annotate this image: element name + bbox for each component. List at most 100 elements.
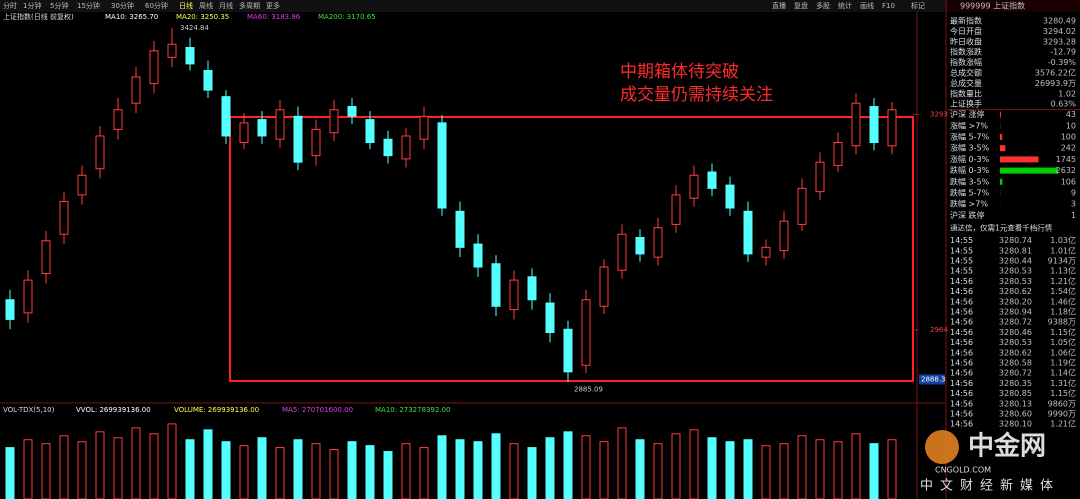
stat-value: 0.63% [1051,100,1077,109]
slogan: 中文财经新媒体 [920,478,1060,494]
legend-item: MA20: 3250.35 [176,13,229,21]
tool-button[interactable]: 直播 [772,1,786,10]
stat-label: 总成交额 [950,68,982,78]
site: CNGOLD.COM [935,466,991,475]
breadth-value: 2632 [1056,166,1076,175]
trade-volume: 9134万 [1048,257,1076,266]
period-tab[interactable]: 周线 [199,1,213,10]
candle-body [149,50,159,85]
period-tab[interactable]: 分时 [3,1,17,10]
period-tab[interactable]: 更多 [266,1,280,10]
brand: 中金网 [968,431,1046,462]
volume-bar [23,439,33,499]
stat-value: 3294.02 [1043,27,1076,36]
breadth-bar [1000,156,1039,163]
volume-bar [887,439,897,499]
trade-time: 14:56 [950,369,973,378]
volume-bar [527,447,537,499]
volume-bar [491,433,501,499]
trade-volume: 1.06亿 [1050,347,1076,357]
candle-body [473,243,483,268]
stat-value: 3293.28 [1043,37,1076,46]
panel-header [947,0,1080,12]
volume-bar [833,441,843,499]
breadth-label: 涨幅 0-3% [950,154,990,164]
volume-bar [455,439,465,499]
trade-price: 3280.44 [999,257,1032,266]
volume-legend: MA10: 273278392.00 [375,406,451,414]
candle-body [887,109,897,147]
breadth-bar [1000,145,1006,152]
trade-volume: 9990万 [1048,410,1076,419]
trade-volume: 1.21亿 [1050,419,1076,429]
period-tab[interactable]: 日线 [179,1,193,10]
stat-value: -0.39% [1048,58,1077,67]
candle-body [743,210,753,255]
candle-body [797,187,807,225]
volume-legend: VVOL: 269939136.00 [76,406,151,414]
tool-button[interactable]: 标记 [911,1,925,10]
breadth-value: 10 [1066,121,1076,130]
trade-volume: 1.19亿 [1050,358,1076,368]
volume-bar [797,435,807,499]
volume-bar [347,441,357,499]
period-tab[interactable]: 月线 [219,1,233,10]
tool-button[interactable]: 复盘 [794,1,808,10]
panel-title: 999999 上证指数 [960,1,1025,11]
trade-volume: 1.21亿 [1050,276,1076,286]
box-annotation [229,116,914,382]
candle-body [95,135,105,170]
volume-bar [383,451,393,499]
volume-bar [59,435,69,499]
candle-body [311,128,321,157]
breadth-value: 242 [1061,144,1076,153]
trade-volume: 1.15亿 [1050,327,1076,337]
tool-button[interactable]: 多股 [816,1,830,10]
trade-time: 14:56 [950,410,973,419]
trade-time: 14:56 [950,318,973,327]
period-tab[interactable]: 5分钟 [50,1,68,10]
volume-bar [149,433,159,499]
trade-price: 3280.81 [999,246,1032,255]
trade-volume: 9860万 [1048,399,1076,408]
trade-volume: 1.13亿 [1050,266,1076,276]
period-tab[interactable]: 1分钟 [23,1,41,10]
candle-body [491,263,501,307]
tool-button[interactable]: 画线 [860,1,874,10]
candle-body [527,276,537,301]
period-tab[interactable]: 15分钟 [77,1,100,10]
trade-price: 3280.62 [999,348,1032,357]
trade-time: 14:55 [950,257,973,266]
volume-bar [581,435,591,499]
trade-volume: 1.05亿 [1050,337,1076,347]
volume-legend: VOLUME: 269939136.00 [174,406,259,414]
volume-bar [5,447,15,499]
breadth-label: 涨幅 3-5% [950,143,990,153]
candle-body [41,240,51,275]
volume-bar [671,433,681,499]
candle-body [599,266,609,307]
candle-body [707,171,717,189]
period-tab[interactable]: 30分钟 [111,1,134,10]
candle-body [23,279,33,314]
breadth-label: 跌幅 3-5% [950,176,990,186]
period-tab[interactable]: 多周期 [239,1,260,10]
logo [925,430,959,464]
tool-button[interactable]: 统计 [838,1,852,10]
volume-bar [689,429,699,499]
tool-button[interactable]: F10 [882,2,895,10]
stat-value: 3280.49 [1043,17,1076,26]
stat-label: 指数涨跌 [950,47,982,57]
candle-body [203,69,213,91]
trade-time: 14:55 [950,236,973,245]
low-label: 2885.09 [574,386,603,394]
candle-body [131,76,141,104]
volume-bar [707,437,717,499]
candle-body [869,105,879,144]
volume-bar [167,423,177,499]
candle-body [383,138,393,157]
period-tab[interactable]: 60分钟 [145,1,168,10]
volume-bar [437,435,447,499]
candle-body [365,119,375,144]
